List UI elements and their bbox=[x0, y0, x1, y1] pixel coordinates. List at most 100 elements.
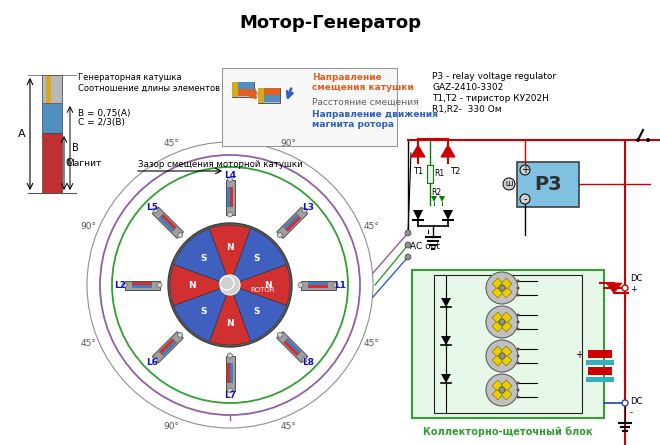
Bar bbox=[238, 89, 254, 96]
Text: P3: P3 bbox=[534, 174, 562, 194]
Text: 45°: 45° bbox=[364, 222, 379, 231]
Text: T2: T2 bbox=[450, 167, 460, 176]
Polygon shape bbox=[125, 280, 160, 290]
Text: N: N bbox=[188, 280, 196, 290]
Polygon shape bbox=[441, 145, 455, 157]
Circle shape bbox=[486, 340, 518, 372]
Polygon shape bbox=[227, 187, 230, 206]
Polygon shape bbox=[502, 312, 512, 323]
Text: B = 0,75(A): B = 0,75(A) bbox=[78, 109, 131, 118]
Polygon shape bbox=[502, 346, 512, 357]
Bar bbox=[264, 88, 280, 95]
Circle shape bbox=[220, 275, 240, 295]
Circle shape bbox=[503, 178, 515, 190]
Text: Направление
смещения катушки: Направление смещения катушки bbox=[312, 73, 414, 93]
Polygon shape bbox=[227, 364, 233, 383]
Text: 45°: 45° bbox=[280, 422, 296, 431]
Circle shape bbox=[499, 353, 505, 359]
Wedge shape bbox=[230, 285, 286, 341]
Polygon shape bbox=[159, 338, 177, 356]
Circle shape bbox=[122, 283, 127, 287]
Circle shape bbox=[298, 283, 303, 287]
Circle shape bbox=[517, 388, 519, 392]
Wedge shape bbox=[170, 264, 230, 306]
Text: AC out: AC out bbox=[410, 242, 440, 251]
Polygon shape bbox=[439, 196, 445, 202]
Bar bbox=[42, 103, 62, 133]
Text: P3 - relay voltage regulator: P3 - relay voltage regulator bbox=[432, 72, 556, 81]
Text: Зазор смещения моторной катушки: Зазор смещения моторной катушки bbox=[138, 160, 303, 169]
Circle shape bbox=[486, 272, 518, 304]
Circle shape bbox=[277, 233, 282, 238]
Circle shape bbox=[302, 357, 307, 362]
Text: L8: L8 bbox=[302, 358, 314, 367]
Text: +: + bbox=[575, 350, 583, 360]
Bar bbox=[264, 95, 280, 102]
Circle shape bbox=[517, 287, 519, 290]
Polygon shape bbox=[161, 340, 177, 356]
Text: 90°: 90° bbox=[280, 139, 296, 148]
Text: Генераторная катушка
Соотношение длины элементов: Генераторная катушка Соотношение длины э… bbox=[78, 73, 220, 93]
Circle shape bbox=[517, 294, 519, 296]
Bar bbox=[588, 350, 612, 358]
Polygon shape bbox=[492, 287, 503, 298]
Text: 45°: 45° bbox=[81, 339, 96, 348]
Text: 45°: 45° bbox=[364, 339, 379, 348]
Bar bbox=[258, 88, 264, 103]
Polygon shape bbox=[133, 282, 152, 288]
Circle shape bbox=[228, 388, 232, 393]
Text: -: - bbox=[523, 194, 527, 204]
Text: Коллекторно-щеточный блок: Коллекторно-щеточный блок bbox=[423, 426, 593, 437]
Text: S: S bbox=[200, 307, 207, 316]
Polygon shape bbox=[441, 298, 451, 307]
Text: ROTOR: ROTOR bbox=[250, 287, 275, 293]
Circle shape bbox=[153, 357, 158, 362]
Text: C = 2/3(B): C = 2/3(B) bbox=[78, 118, 125, 127]
Bar bbox=[42, 75, 62, 103]
Polygon shape bbox=[413, 210, 423, 220]
Circle shape bbox=[228, 353, 232, 358]
Text: C: C bbox=[65, 158, 72, 168]
Polygon shape bbox=[431, 196, 437, 202]
Text: L4: L4 bbox=[224, 170, 236, 179]
Polygon shape bbox=[283, 214, 299, 230]
Text: S: S bbox=[200, 254, 207, 263]
Bar bbox=[258, 88, 280, 103]
Circle shape bbox=[520, 165, 530, 175]
Polygon shape bbox=[133, 285, 152, 288]
Bar bbox=[586, 360, 614, 365]
Circle shape bbox=[636, 138, 640, 142]
Circle shape bbox=[517, 279, 519, 283]
Polygon shape bbox=[308, 282, 327, 288]
Bar bbox=[586, 377, 614, 382]
Bar bbox=[46, 75, 51, 103]
Bar bbox=[427, 165, 433, 183]
Circle shape bbox=[517, 381, 519, 384]
Polygon shape bbox=[283, 338, 301, 356]
Text: R2: R2 bbox=[431, 188, 441, 197]
Wedge shape bbox=[174, 229, 230, 285]
Wedge shape bbox=[209, 285, 251, 345]
Text: Магнит: Магнит bbox=[66, 158, 102, 167]
Polygon shape bbox=[606, 283, 622, 293]
Polygon shape bbox=[159, 216, 175, 232]
Polygon shape bbox=[152, 207, 183, 239]
Text: N: N bbox=[226, 243, 234, 251]
Circle shape bbox=[520, 194, 530, 204]
Circle shape bbox=[486, 374, 518, 406]
Text: L3: L3 bbox=[302, 203, 314, 212]
Circle shape bbox=[517, 396, 519, 399]
Polygon shape bbox=[227, 187, 233, 206]
Polygon shape bbox=[492, 321, 503, 332]
Bar bbox=[232, 82, 254, 97]
Polygon shape bbox=[492, 346, 503, 357]
Bar bbox=[412, 270, 604, 418]
Text: 90°: 90° bbox=[81, 222, 96, 231]
Text: N: N bbox=[264, 280, 272, 290]
Bar bbox=[434, 275, 582, 413]
Circle shape bbox=[178, 233, 183, 238]
Bar bbox=[517, 162, 579, 207]
Polygon shape bbox=[443, 210, 453, 220]
Bar bbox=[588, 367, 612, 375]
Text: Мотор-Генератор: Мотор-Генератор bbox=[239, 14, 421, 32]
